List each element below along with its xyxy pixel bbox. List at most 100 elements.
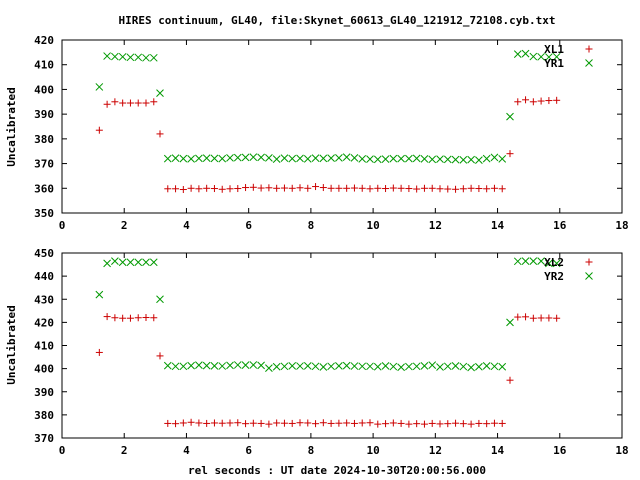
x-tick-label: 16 (553, 444, 567, 457)
data-point-yr1 (451, 155, 460, 164)
data-point-xl2 (296, 419, 304, 427)
upper-legend: XL1 YR1 (544, 43, 593, 70)
data-point-xl2 (475, 419, 483, 427)
legend-marker-xl2 (585, 258, 593, 266)
data-point-yr1 (111, 52, 119, 61)
data-point-yr1 (545, 53, 553, 61)
data-point-xl2 (195, 419, 203, 427)
data-point-xl2 (218, 419, 226, 427)
data-point-yr2 (327, 362, 335, 371)
data-point-xl2 (319, 419, 327, 427)
data-point-xl2 (273, 419, 281, 427)
data-point-yr1 (436, 155, 444, 163)
data-point-xl2 (288, 419, 296, 427)
data-point-xl1 (119, 99, 127, 107)
data-point-yr1 (459, 156, 468, 164)
data-point-yr2 (272, 362, 281, 371)
data-point-yr2 (319, 363, 328, 371)
data-point-xl1 (366, 185, 374, 193)
data-point-xl2 (506, 376, 514, 384)
data-point-yr1 (288, 154, 297, 163)
data-point-xl2 (257, 419, 265, 427)
data-point-yr1 (521, 49, 530, 58)
data-point-xl2 (350, 419, 358, 427)
data-point-xl2 (164, 419, 172, 427)
data-point-xl1 (545, 97, 553, 105)
data-point-xl1 (273, 184, 281, 192)
data-point-xl2 (514, 313, 522, 321)
data-point-yr1 (513, 50, 522, 58)
data-point-xl1 (335, 184, 343, 192)
data-point-yr1 (443, 155, 452, 164)
data-point-yr1 (241, 153, 250, 162)
data-point-xl1 (343, 184, 351, 192)
data-point-xl1 (179, 186, 187, 194)
data-point-yr2 (428, 361, 437, 370)
data-point-yr2 (149, 258, 158, 267)
data-point-xl2 (553, 314, 561, 322)
data-point-xl1 (234, 185, 242, 193)
data-point-xl1 (405, 185, 413, 193)
data-point-xl2 (405, 420, 413, 428)
data-point-xl2 (312, 420, 320, 428)
data-point-yr1 (335, 154, 343, 162)
upper-legend-label-yr1: YR1 (544, 57, 564, 70)
data-point-xl2 (179, 419, 187, 427)
data-point-xl1 (475, 185, 483, 193)
data-point-yr1 (103, 52, 111, 60)
data-point-yr2 (187, 361, 195, 370)
data-point-xl1 (537, 97, 545, 105)
data-point-xl1 (172, 185, 180, 193)
data-point-yr2 (506, 318, 514, 327)
data-point-xl2 (103, 313, 111, 321)
data-point-yr1 (171, 154, 180, 162)
data-point-xl2 (436, 420, 444, 428)
data-point-xl2 (156, 352, 164, 360)
x-tick-label: 2 (121, 219, 128, 232)
data-point-yr2 (443, 362, 452, 371)
data-point-xl2 (111, 314, 119, 322)
y-tick-label: 450 (34, 247, 54, 260)
data-point-xl1 (350, 184, 358, 192)
data-point-xl1 (467, 184, 475, 192)
lower-data-points (95, 257, 561, 428)
data-point-xl1 (187, 184, 195, 192)
data-point-yr2 (498, 362, 507, 371)
y-tick-label: 420 (34, 316, 54, 329)
data-point-xl1 (134, 99, 142, 107)
data-point-xl2 (95, 348, 103, 356)
data-point-xl2 (537, 314, 545, 322)
data-point-yr1 (529, 52, 538, 61)
y-tick-label: 430 (34, 293, 54, 306)
data-point-yr2 (134, 258, 143, 267)
data-point-yr2 (490, 362, 499, 371)
upper-legend-label-xl1: XL1 (544, 43, 564, 56)
data-point-yr2 (288, 361, 297, 370)
upper-panel: Uncalibrated 0 2 4 6 8 10 12 14 16 18 350 360 370 380… (5, 34, 629, 232)
data-point-yr1 (95, 83, 104, 91)
data-point-xl2 (490, 419, 498, 427)
data-point-yr2 (405, 362, 413, 371)
data-point-xl2 (304, 419, 312, 427)
y-tick-label: 410 (34, 340, 54, 353)
data-point-xl1 (203, 184, 211, 192)
data-point-xl2 (150, 314, 158, 322)
data-point-yr2 (249, 361, 258, 369)
data-point-yr1 (118, 52, 127, 61)
data-point-yr2 (265, 364, 273, 373)
data-point-xl2 (134, 314, 142, 322)
data-point-yr2 (436, 363, 444, 371)
x-tick-label: 4 (183, 444, 190, 457)
data-point-yr1 (280, 154, 289, 162)
data-point-yr2 (420, 361, 429, 370)
data-point-xl2 (119, 314, 127, 322)
data-point-yr2 (202, 361, 211, 370)
upper-plot-frame (61, 39, 623, 214)
data-point-yr1 (498, 155, 507, 163)
y-tick-label: 400 (34, 83, 54, 96)
data-point-yr1 (389, 154, 398, 163)
data-point-xl2 (234, 419, 242, 427)
data-point-xl1 (327, 184, 335, 192)
x-tick-label: 14 (491, 444, 505, 457)
data-point-yr2 (111, 257, 119, 265)
